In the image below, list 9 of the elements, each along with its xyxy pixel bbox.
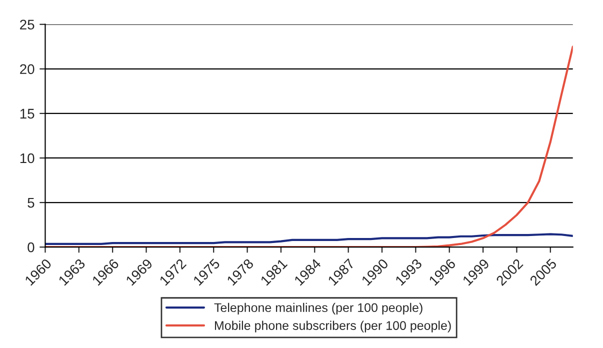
y-tick-label: 0 bbox=[28, 242, 34, 252]
y-tick-label: 10 bbox=[20, 153, 34, 164]
y-tick-label: 5 bbox=[28, 198, 34, 208]
line-series bbox=[45, 233, 573, 246]
legend-label: Telephone mainlines (per 100 people) bbox=[214, 302, 422, 315]
y-tick-label: 25 bbox=[20, 20, 34, 30]
y-tick-label: 15 bbox=[20, 108, 34, 119]
y-tick-label: 20 bbox=[20, 64, 34, 74]
legend-label: Mobile phone subscribers (per 100 people) bbox=[215, 320, 451, 332]
